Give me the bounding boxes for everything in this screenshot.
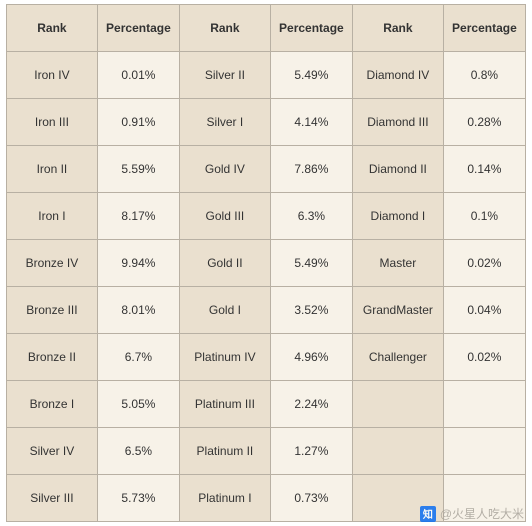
rank-cell: Bronze II bbox=[7, 334, 98, 381]
percentage-cell: 5.49% bbox=[270, 52, 352, 99]
table-row: Iron II5.59%Gold IV7.86%Diamond II0.14% bbox=[7, 146, 526, 193]
rank-cell: Bronze III bbox=[7, 287, 98, 334]
rank-cell: Platinum III bbox=[179, 381, 270, 428]
table-row: Bronze III8.01%Gold I3.52%GrandMaster0.0… bbox=[7, 287, 526, 334]
percentage-cell: 4.14% bbox=[270, 99, 352, 146]
rank-cell: Diamond II bbox=[352, 146, 443, 193]
percentage-cell: 4.96% bbox=[270, 334, 352, 381]
rank-cell: Silver II bbox=[179, 52, 270, 99]
rank-cell: Platinum IV bbox=[179, 334, 270, 381]
percentage-cell: 0.01% bbox=[97, 52, 179, 99]
rank-cell: Diamond IV bbox=[352, 52, 443, 99]
percentage-cell: 6.3% bbox=[270, 193, 352, 240]
rank-cell: Master bbox=[352, 240, 443, 287]
rank-cell: Iron III bbox=[7, 99, 98, 146]
percentage-cell: 7.86% bbox=[270, 146, 352, 193]
rank-cell: Bronze IV bbox=[7, 240, 98, 287]
rank-cell: Gold III bbox=[179, 193, 270, 240]
col-header-rank-2: Rank bbox=[179, 5, 270, 52]
percentage-cell: 9.94% bbox=[97, 240, 179, 287]
rank-cell bbox=[352, 381, 443, 428]
percentage-cell: 8.01% bbox=[97, 287, 179, 334]
percentage-cell: 1.27% bbox=[270, 428, 352, 475]
percentage-cell: 2.24% bbox=[270, 381, 352, 428]
rank-cell: Iron IV bbox=[7, 52, 98, 99]
rank-cell bbox=[352, 428, 443, 475]
table-row: Bronze I5.05%Platinum III2.24% bbox=[7, 381, 526, 428]
table-row: Iron III0.91%Silver I4.14%Diamond III0.2… bbox=[7, 99, 526, 146]
rank-cell: Diamond I bbox=[352, 193, 443, 240]
rank-cell: Gold II bbox=[179, 240, 270, 287]
percentage-cell: 0.8% bbox=[443, 52, 525, 99]
table-body: Iron IV0.01%Silver II5.49%Diamond IV0.8%… bbox=[7, 52, 526, 522]
rank-cell bbox=[352, 475, 443, 522]
col-header-pct-1: Percentage bbox=[97, 5, 179, 52]
percentage-cell bbox=[443, 428, 525, 475]
rank-distribution-table: Rank Percentage Rank Percentage Rank Per… bbox=[6, 4, 526, 522]
percentage-cell: 0.28% bbox=[443, 99, 525, 146]
table-row: Bronze II6.7%Platinum IV4.96%Challenger0… bbox=[7, 334, 526, 381]
percentage-cell: 6.5% bbox=[97, 428, 179, 475]
percentage-cell bbox=[443, 381, 525, 428]
rank-distribution-table-container: Rank Percentage Rank Percentage Rank Per… bbox=[0, 0, 532, 522]
percentage-cell: 6.7% bbox=[97, 334, 179, 381]
percentage-cell: 5.49% bbox=[270, 240, 352, 287]
percentage-cell: 0.91% bbox=[97, 99, 179, 146]
percentage-cell: 5.59% bbox=[97, 146, 179, 193]
percentage-cell bbox=[443, 475, 525, 522]
rank-cell: GrandMaster bbox=[352, 287, 443, 334]
col-header-pct-3: Percentage bbox=[443, 5, 525, 52]
table-row: Silver III5.73%Platinum I0.73% bbox=[7, 475, 526, 522]
table-row: Bronze IV9.94%Gold II5.49%Master0.02% bbox=[7, 240, 526, 287]
percentage-cell: 0.02% bbox=[443, 334, 525, 381]
percentage-cell: 5.05% bbox=[97, 381, 179, 428]
percentage-cell: 8.17% bbox=[97, 193, 179, 240]
rank-cell: Gold I bbox=[179, 287, 270, 334]
percentage-cell: 0.73% bbox=[270, 475, 352, 522]
percentage-cell: 0.02% bbox=[443, 240, 525, 287]
rank-cell: Iron II bbox=[7, 146, 98, 193]
percentage-cell: 3.52% bbox=[270, 287, 352, 334]
percentage-cell: 0.04% bbox=[443, 287, 525, 334]
rank-cell: Gold IV bbox=[179, 146, 270, 193]
rank-cell: Silver I bbox=[179, 99, 270, 146]
rank-cell: Challenger bbox=[352, 334, 443, 381]
table-row: Iron I8.17%Gold III6.3%Diamond I0.1% bbox=[7, 193, 526, 240]
col-header-pct-2: Percentage bbox=[270, 5, 352, 52]
table-header-row: Rank Percentage Rank Percentage Rank Per… bbox=[7, 5, 526, 52]
rank-cell: Diamond III bbox=[352, 99, 443, 146]
table-row: Silver IV6.5%Platinum II1.27% bbox=[7, 428, 526, 475]
percentage-cell: 0.14% bbox=[443, 146, 525, 193]
rank-cell: Platinum II bbox=[179, 428, 270, 475]
percentage-cell: 5.73% bbox=[97, 475, 179, 522]
rank-cell: Silver IV bbox=[7, 428, 98, 475]
table-row: Iron IV0.01%Silver II5.49%Diamond IV0.8% bbox=[7, 52, 526, 99]
rank-cell: Platinum I bbox=[179, 475, 270, 522]
rank-cell: Bronze I bbox=[7, 381, 98, 428]
percentage-cell: 0.1% bbox=[443, 193, 525, 240]
rank-cell: Silver III bbox=[7, 475, 98, 522]
col-header-rank-1: Rank bbox=[7, 5, 98, 52]
rank-cell: Iron I bbox=[7, 193, 98, 240]
col-header-rank-3: Rank bbox=[352, 5, 443, 52]
